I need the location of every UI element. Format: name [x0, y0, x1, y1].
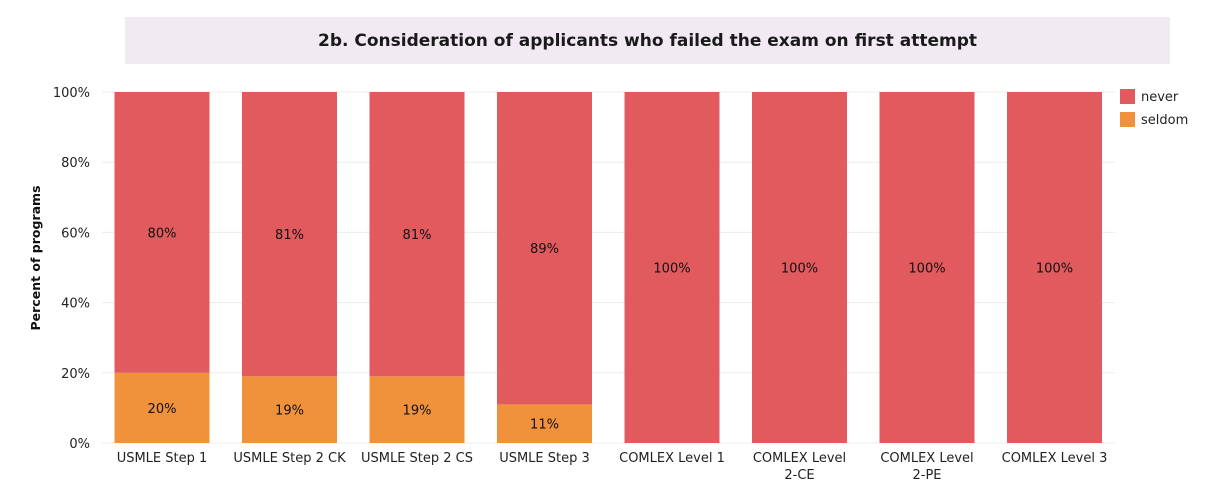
y-tick-label: 0% [69, 437, 90, 452]
x-tick-label: 2-CE [784, 468, 814, 483]
bar-never [369, 92, 465, 377]
chart-title: 2b. Consideration of applicants who fail… [318, 30, 977, 51]
bar-never [624, 92, 720, 443]
bar-label-never: 81% [403, 228, 432, 243]
bar-seldom [369, 376, 465, 443]
bar-label-never: 89% [530, 242, 559, 257]
bar-label-seldom: 19% [275, 404, 304, 419]
bar-never [242, 92, 337, 377]
legend-label-never: never [1141, 90, 1179, 105]
bar-seldom [242, 376, 337, 443]
x-tick-label: 2-PE [912, 468, 941, 483]
x-tick-label: USMLE Step 3 [499, 451, 590, 466]
y-tick-label: 100% [53, 86, 90, 101]
x-tick-label: USMLE Step 2 CS [361, 451, 473, 466]
y-tick-label: 20% [61, 367, 90, 382]
bar-label-never: 100% [653, 262, 690, 277]
bar-label-never: 100% [781, 262, 818, 277]
x-tick-label: COMLEX Level [880, 451, 973, 466]
y-tick-label: 80% [61, 156, 90, 171]
x-tick-label: USMLE Step 1 [117, 451, 208, 466]
x-tick-label: COMLEX Level 1 [619, 451, 725, 466]
bar-label-never: 81% [275, 228, 304, 243]
bar-label-seldom: 11% [530, 418, 559, 433]
legend-swatch-never [1120, 89, 1135, 104]
legend-swatch-seldom [1120, 112, 1135, 127]
x-tick-label: USMLE Step 2 CK [233, 451, 346, 466]
chart-title-band: 2b. Consideration of applicants who fail… [125, 17, 1170, 64]
bar-label-seldom: 19% [403, 404, 432, 419]
bar-seldom [497, 404, 592, 443]
bar-never [114, 92, 210, 373]
bar-never [1007, 92, 1102, 443]
bar-never [879, 92, 975, 443]
x-tick-label: COMLEX Level [753, 451, 846, 466]
legend-label-seldom: seldom [1141, 113, 1188, 128]
bar-never [497, 92, 592, 405]
bar-label-never: 80% [148, 226, 177, 241]
y-axis-title: Percent of programs [28, 185, 43, 330]
bar-label-never: 100% [1036, 262, 1073, 277]
bar-label-never: 100% [908, 262, 945, 277]
bar-seldom [114, 372, 210, 443]
bar-never [752, 92, 847, 443]
y-tick-label: 40% [61, 297, 90, 312]
bar-label-seldom: 20% [148, 402, 177, 417]
x-tick-label: COMLEX Level 3 [1002, 451, 1108, 466]
y-tick-label: 60% [61, 226, 90, 241]
